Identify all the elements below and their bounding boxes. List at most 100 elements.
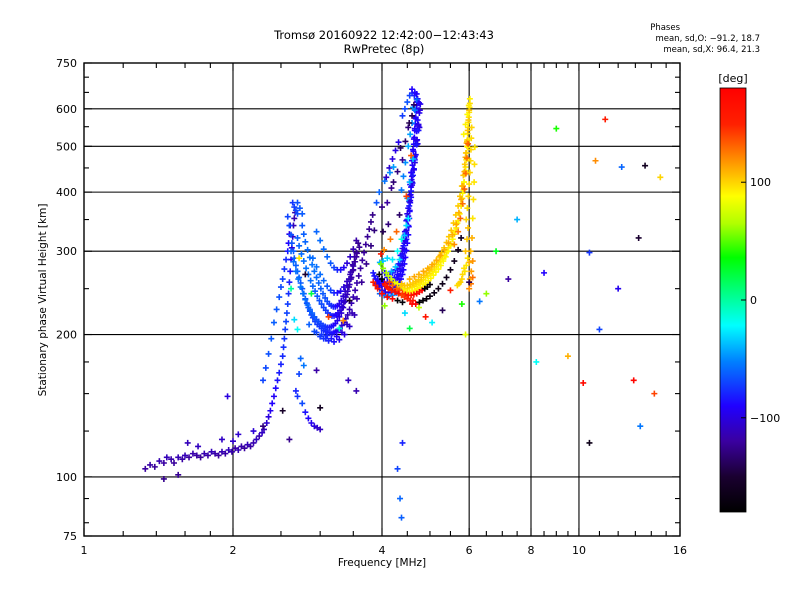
data-point <box>184 439 191 446</box>
data-point <box>359 257 366 264</box>
data-point <box>299 222 306 229</box>
data-point <box>395 260 402 267</box>
data-point <box>403 193 410 200</box>
colorbar-gradient <box>719 87 747 513</box>
data-point <box>142 465 149 472</box>
data-point <box>147 461 154 468</box>
data-point <box>423 295 430 302</box>
data-point <box>224 393 231 400</box>
data-point <box>409 172 416 179</box>
x-tick-label: 10 <box>572 544 586 557</box>
data-point <box>208 448 215 455</box>
data-point <box>363 260 370 267</box>
data-point <box>276 294 283 301</box>
data-point <box>212 450 219 457</box>
data-point <box>459 200 466 207</box>
data-point <box>353 387 360 394</box>
data-point <box>340 264 347 271</box>
data-point <box>449 231 456 238</box>
data-point <box>422 313 429 320</box>
data-point <box>350 246 357 253</box>
data-point <box>351 311 358 318</box>
data-point <box>281 335 288 342</box>
data-point <box>400 173 407 180</box>
data-point <box>409 112 416 119</box>
data-point <box>235 446 242 453</box>
data-point <box>396 287 403 294</box>
plot-title-line1: Tromsø 20160922 12:42:00−12:43:43 <box>273 28 494 42</box>
data-point <box>385 293 392 300</box>
data-point <box>410 166 417 173</box>
data-point <box>454 282 461 289</box>
data-point <box>406 179 413 186</box>
data-point <box>458 196 465 203</box>
data-point <box>215 452 222 459</box>
data-point <box>394 297 401 304</box>
data-point <box>396 256 403 263</box>
data-point <box>358 279 365 286</box>
data-point <box>367 218 374 225</box>
data-point <box>397 144 404 151</box>
data-point <box>457 193 464 200</box>
data-point <box>373 199 380 206</box>
data-point <box>439 280 446 287</box>
data-point <box>284 213 291 220</box>
data-point <box>415 127 422 134</box>
data-point <box>405 124 412 131</box>
data-point <box>398 187 405 194</box>
data-point <box>291 316 298 323</box>
data-point <box>302 409 309 416</box>
data-point <box>463 236 470 243</box>
data-point <box>404 282 411 289</box>
data-point <box>279 276 286 283</box>
data-point <box>413 90 420 97</box>
data-point <box>401 105 408 112</box>
data-point <box>420 268 427 275</box>
data-point <box>175 471 182 478</box>
data-point <box>288 231 295 238</box>
data-point <box>453 221 460 228</box>
data-point <box>277 361 284 368</box>
data-point <box>460 131 467 138</box>
data-point <box>462 331 469 338</box>
data-point <box>292 268 299 275</box>
data-point <box>440 258 447 265</box>
data-point <box>317 404 324 411</box>
data-point <box>298 250 305 257</box>
data-point <box>468 268 475 275</box>
x-tick-label: 6 <box>466 544 473 557</box>
data-point <box>307 277 314 284</box>
data-point <box>392 263 399 270</box>
data-point <box>303 265 310 272</box>
data-point <box>189 450 196 457</box>
data-point <box>454 220 461 227</box>
data-point <box>262 364 269 371</box>
data-point <box>228 448 235 455</box>
data-point <box>462 248 469 255</box>
data-point <box>304 301 311 308</box>
data-point <box>471 144 478 151</box>
data-point <box>381 302 388 309</box>
data-point <box>286 279 293 286</box>
data-series <box>224 116 664 521</box>
data-point <box>382 282 389 289</box>
data-point <box>350 294 357 301</box>
x-tick-label: 1 <box>81 544 88 557</box>
data-point <box>406 276 413 283</box>
data-point <box>186 454 193 461</box>
data-point <box>431 289 438 296</box>
y-tick-label: 600 <box>56 103 77 116</box>
data-point <box>391 279 398 286</box>
data-point <box>405 215 412 222</box>
data-point <box>346 323 353 330</box>
data-point <box>371 227 378 234</box>
data-point <box>389 156 396 163</box>
data-point <box>283 256 290 263</box>
data-point <box>350 263 357 270</box>
data-point <box>263 420 270 427</box>
data-point <box>493 248 500 255</box>
data-point <box>279 353 286 360</box>
data-point <box>396 211 403 218</box>
data-point <box>317 271 324 278</box>
data-point <box>287 268 294 275</box>
